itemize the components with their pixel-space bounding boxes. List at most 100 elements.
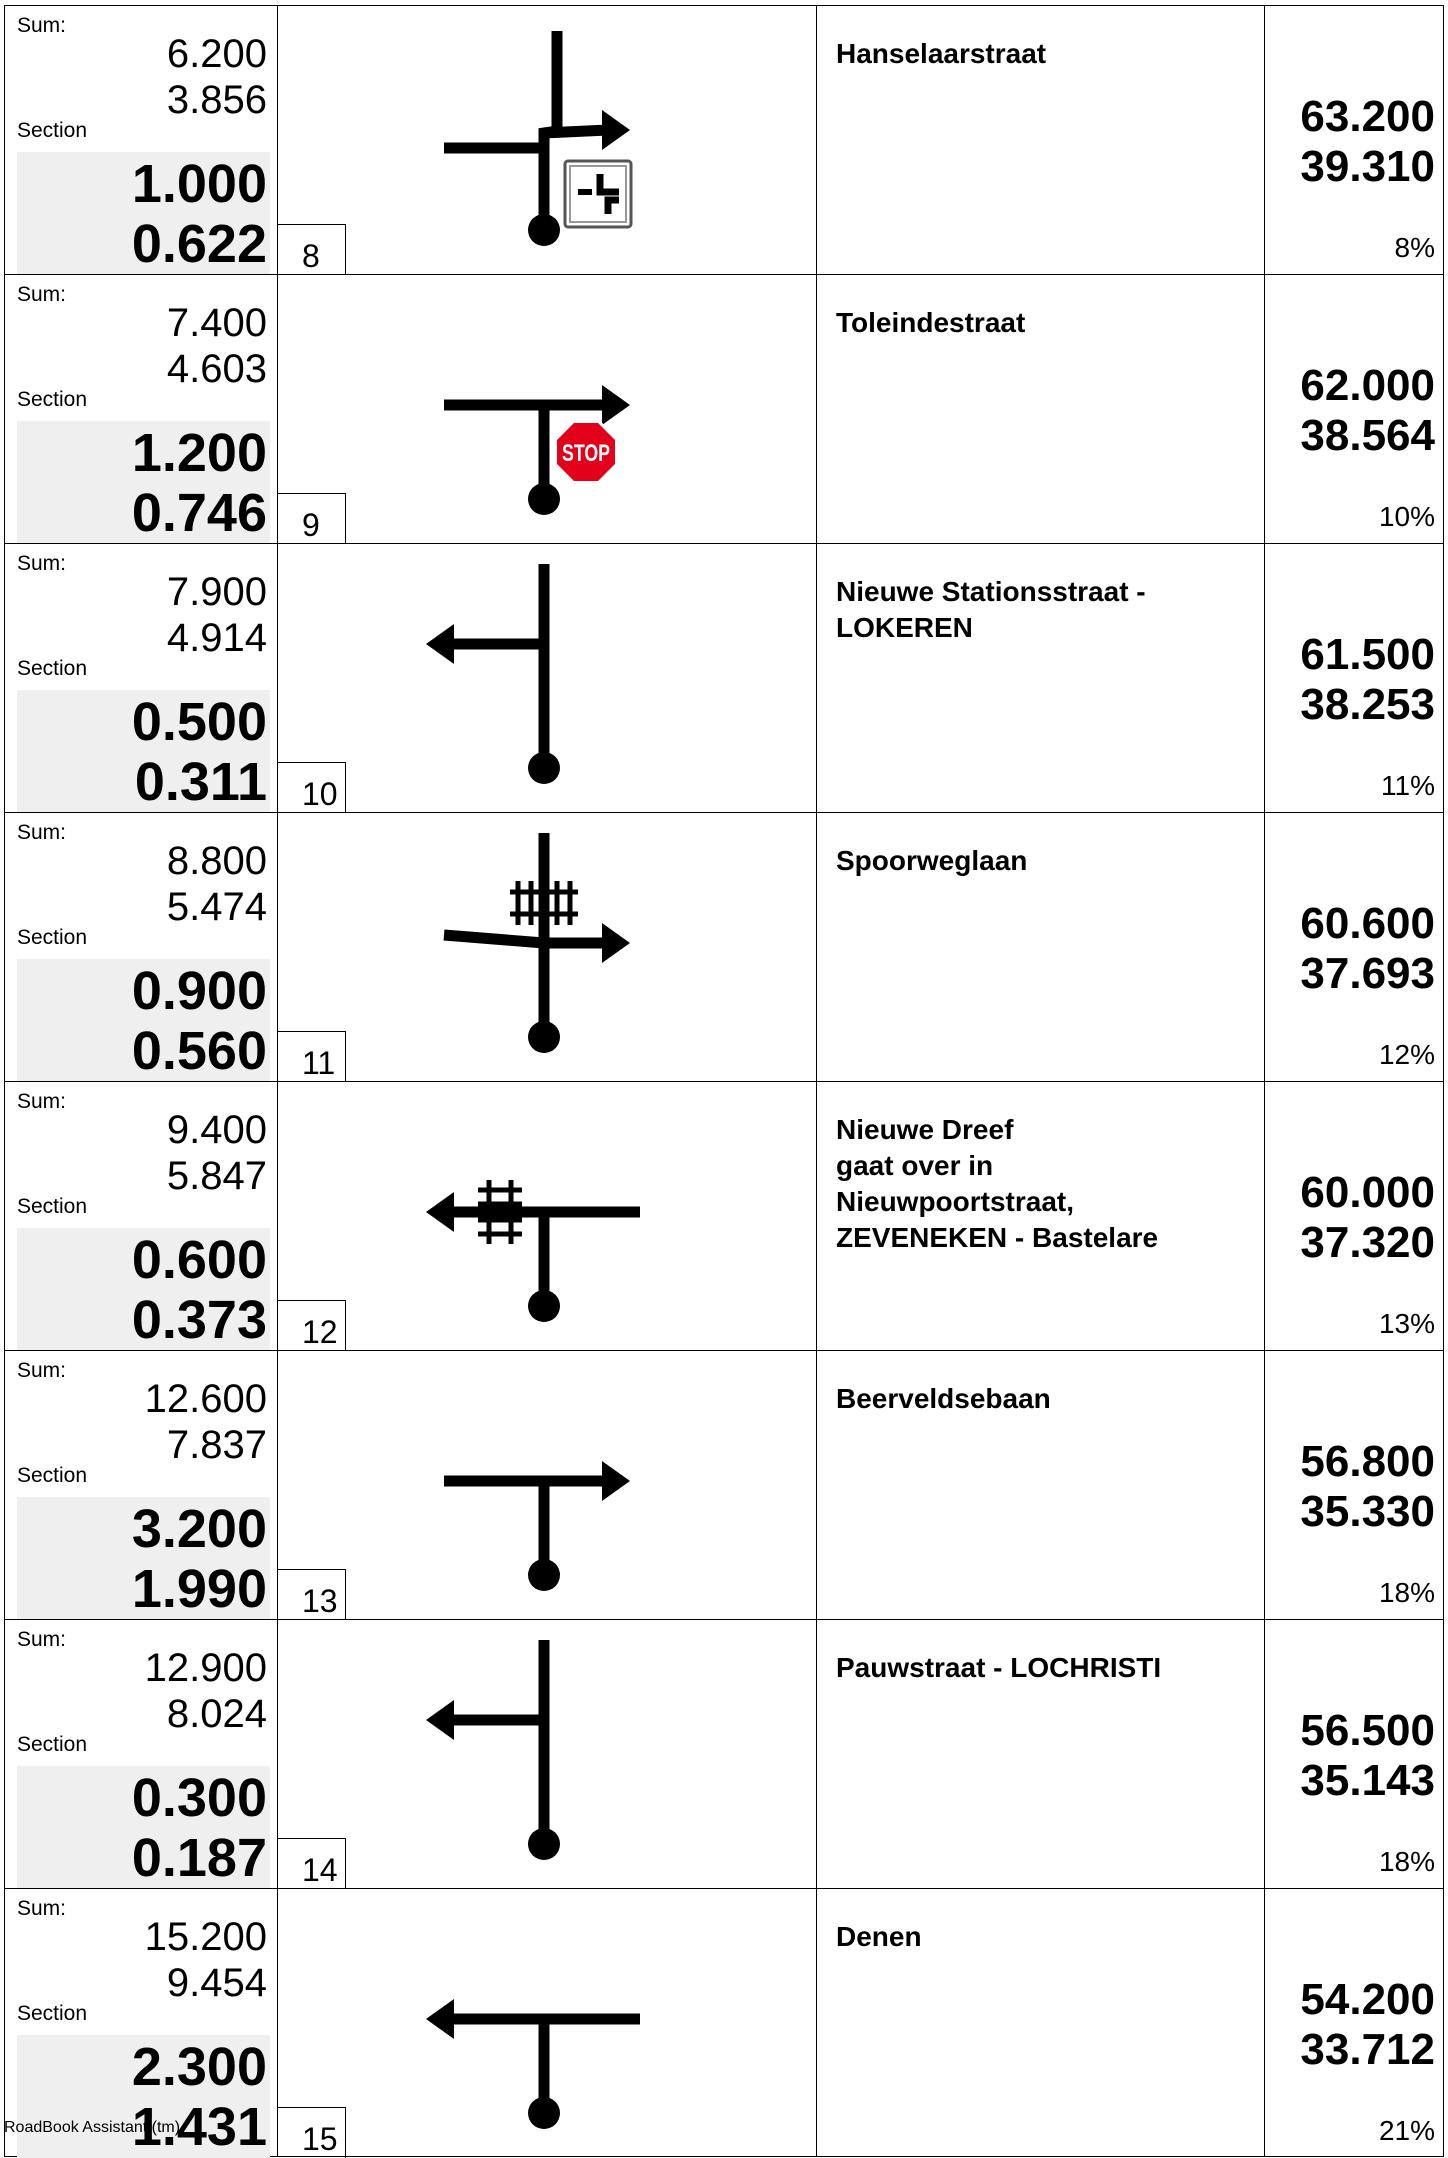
remaining-km: 56.800 [1300, 1437, 1435, 1486]
street-description: Toleindestraat [836, 307, 1026, 338]
start-dot-icon [528, 1021, 560, 1053]
tulip-diagram [444, 31, 633, 246]
step-number: 8 [302, 238, 320, 274]
section-km: 0.300 [131, 1768, 267, 1828]
sum-mi: 8.024 [166, 1692, 267, 1736]
section-highlight [17, 152, 270, 275]
remaining-mi: 35.143 [1300, 1756, 1435, 1805]
sum-km: 8.800 [166, 839, 267, 883]
tulip-diagram [443, 833, 630, 1053]
progress-percent: 11% [1381, 770, 1435, 801]
railway-crossing-icon [510, 881, 578, 925]
sum-km: 15.200 [144, 1915, 267, 1959]
sum-label: Sum: [17, 1359, 67, 1382]
sum-label: Sum: [17, 552, 67, 575]
roadbook-row: Sum: 12.900 8.024 Section 0.300 0.187 14 Pauwst… [4, 1619, 1445, 1889]
section-mi: 0.373 [131, 1290, 267, 1350]
section-km: 2.300 [131, 2037, 267, 2097]
arrow-head-icon [602, 923, 630, 963]
sum-km: 12.900 [144, 1646, 267, 1690]
sum-mi: 4.603 [166, 347, 267, 391]
direction-cell: 10 [278, 544, 817, 813]
section-highlight [17, 1228, 270, 1351]
progress-percent: 18% [1378, 1846, 1435, 1877]
roadbook-row: Sum: 7.400 4.603 Section 1.200 0.746 STOP 9 Tole… [4, 274, 1444, 544]
step-box [278, 1300, 346, 1351]
sum-mi: 9.454 [166, 1961, 267, 2005]
remaining-mi: 37.320 [1300, 1218, 1435, 1267]
start-dot-icon [528, 214, 560, 246]
distance-cell: Sum: 8.800 5.474 Section 0.900 0.560 [5, 813, 278, 1082]
distance-cell: Sum: 6.200 3.856 Section 1.000 0.622 [5, 6, 278, 275]
step-box [278, 1031, 346, 1082]
step-box [278, 493, 346, 544]
section-mi: 0.187 [131, 1828, 267, 1888]
street-description: Spoorweglaan [836, 845, 1028, 876]
section-km: 0.500 [131, 692, 267, 752]
sum-km: 6.200 [166, 32, 267, 76]
section-mi: 0.311 [134, 752, 267, 812]
direction-cell: STOP 9 [278, 275, 817, 544]
section-highlight [17, 421, 270, 544]
remaining-mi: 38.253 [1300, 680, 1435, 729]
railway-crossing-icon [478, 1180, 522, 1244]
street-description: Nieuwe Stationsstraat - LOKEREN [836, 576, 1146, 643]
description-cell: Pauwstraat - LOCHRISTI [817, 1620, 1265, 1888]
step-number: 15 [302, 2121, 338, 2157]
priority-road-sign-icon [563, 159, 633, 229]
sum-label: Sum: [17, 14, 67, 37]
section-label: Section [17, 657, 88, 680]
step-box [278, 2107, 346, 2158]
direction-cell: 8 [278, 6, 817, 275]
section-highlight [17, 2035, 270, 2158]
tulip-diagram [444, 1461, 630, 1591]
section-label: Section [17, 1464, 88, 1487]
remaining-cell: 63.200 39.310 8% [1265, 6, 1445, 274]
remaining-cell: 60.600 37.693 12% [1265, 813, 1445, 1081]
start-dot-icon [528, 1290, 560, 1322]
step-box [278, 224, 346, 275]
remaining-km: 60.600 [1300, 899, 1435, 948]
section-km: 0.600 [131, 1230, 267, 1290]
sum-mi: 3.856 [166, 78, 267, 122]
step-box [278, 1569, 346, 1620]
section-label: Section [17, 926, 88, 949]
sum-mi: 7.837 [166, 1423, 267, 1467]
description-cell: Nieuwe Stationsstraat - LOKEREN [817, 544, 1265, 812]
remaining-cell: 56.500 35.143 18% [1265, 1620, 1445, 1888]
step-number: 11 [302, 1045, 336, 1081]
distance-cell: Sum: 15.200 9.454 Section 2.300 1.431 [5, 1889, 278, 2158]
street-description: Pauwstraat - LOCHRISTI [836, 1652, 1162, 1683]
footer-credit: RoadBook Assistant (tm) [4, 2119, 181, 2136]
roadbook-row: Sum: 8.800 5.474 Section 0.900 0.560 11 Spoorwe… [4, 812, 1445, 1082]
description-cell: Toleindestraat [817, 275, 1265, 543]
step-number: 10 [302, 776, 338, 812]
sum-label: Sum: [17, 1897, 67, 1920]
section-km: 1.200 [131, 423, 267, 483]
section-label: Section [17, 388, 88, 411]
description-cell: Beerveldsebaan [817, 1351, 1265, 1619]
sum-mi: 5.474 [166, 885, 267, 929]
step-box [278, 762, 346, 813]
sum-km: 7.400 [166, 301, 267, 345]
tulip-diagram: STOP [444, 385, 630, 515]
stop-sign-text: STOP [562, 440, 610, 467]
arrow-head-icon [426, 624, 454, 664]
tulip-diagram [426, 1640, 560, 1860]
progress-percent: 8% [1394, 232, 1435, 263]
direction-cell: 12 [278, 1082, 817, 1351]
remaining-mi: 35.330 [1300, 1487, 1435, 1536]
street-description: Hanselaarstraat [836, 38, 1047, 69]
sum-label: Sum: [17, 821, 67, 844]
remaining-mi: 37.693 [1300, 949, 1435, 998]
sum-label: Sum: [17, 283, 67, 306]
remaining-km: 61.500 [1300, 630, 1435, 679]
stop-sign-icon: STOP [554, 420, 618, 484]
distance-cell: Sum: 12.900 8.024 Section 0.300 0.187 [5, 1620, 278, 1889]
remaining-km: 63.200 [1300, 92, 1435, 141]
arrow-head-icon [426, 1700, 454, 1740]
section-km: 0.900 [131, 961, 267, 1021]
sum-mi: 4.914 [166, 616, 267, 660]
section-mi: 0.622 [131, 214, 267, 274]
section-label: Section [17, 2002, 88, 2025]
